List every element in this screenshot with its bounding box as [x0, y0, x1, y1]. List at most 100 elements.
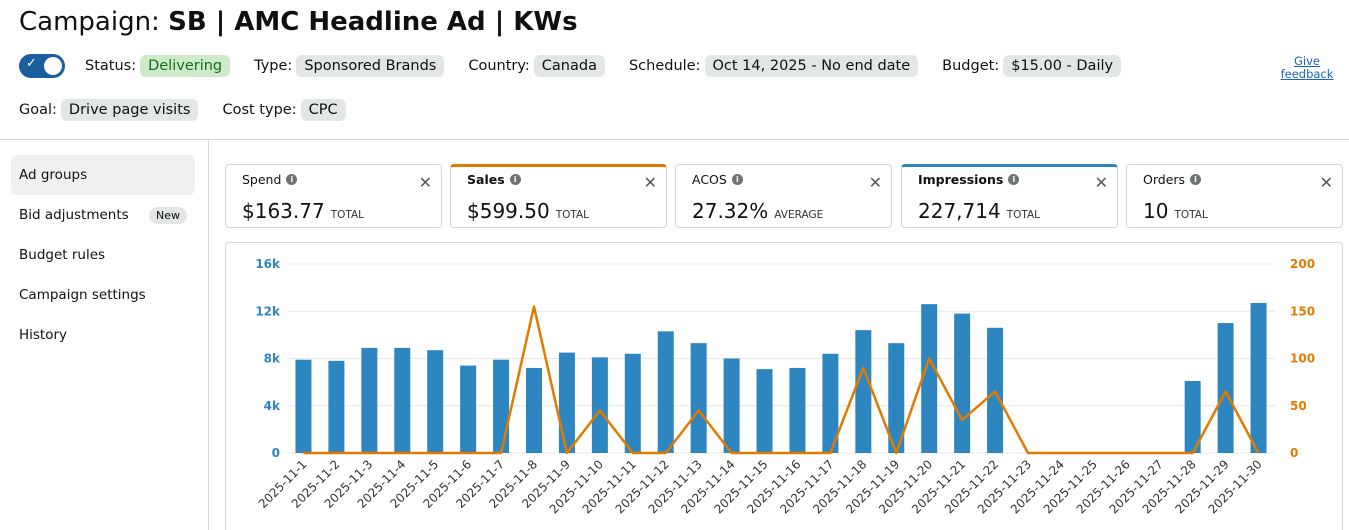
- new-badge: New: [149, 206, 187, 224]
- impressions-bar: [1217, 323, 1234, 453]
- schedule-label: Schedule:: [628, 58, 701, 74]
- metric-card-sales[interactable]: Sales i ✕ $599.50 TOTAL: [450, 164, 667, 228]
- impressions-bar: [954, 313, 971, 453]
- impressions-bar: [756, 369, 773, 453]
- info-icon[interactable]: i: [509, 174, 521, 185]
- sidebar-item-ad-groups[interactable]: Ad groups: [11, 155, 195, 195]
- impressions-bar: [361, 347, 378, 453]
- impressions-bar: [1250, 302, 1267, 453]
- goal-label: Goal:: [19, 102, 57, 118]
- metric-label: ACOS i: [692, 172, 743, 187]
- impressions-bar: [921, 304, 938, 453]
- impressions-bar: [558, 352, 575, 453]
- status-field: Status: Delivering: [85, 55, 231, 77]
- metric-label-text: Impressions: [918, 172, 1004, 187]
- metric-suffix: TOTAL: [555, 209, 590, 221]
- country-label: Country:: [468, 58, 530, 74]
- impressions-bar: [460, 365, 477, 453]
- metric-value-text: $599.50: [467, 199, 550, 223]
- metric-label-text: Sales: [467, 172, 505, 187]
- impressions-bar: [295, 359, 312, 453]
- metric-value-text: 227,714: [918, 199, 1001, 223]
- metric-value-text: 27.32%: [692, 199, 769, 223]
- campaign-toggle[interactable]: ✓: [19, 54, 65, 78]
- country-value: Canada: [533, 55, 605, 77]
- metric-value: 227,714 TOTAL: [918, 199, 1040, 223]
- impressions-bar: [624, 353, 641, 453]
- metric-value-text: 10: [1143, 199, 1169, 223]
- y-tick-label-right: 0: [1290, 446, 1298, 460]
- page-title: Campaign: SB | AMC Headline Ad | KWs: [19, 6, 578, 38]
- goal-value: Drive page visits: [60, 99, 199, 121]
- metric-label: Sales i: [467, 172, 521, 187]
- status-label: Status:: [85, 58, 137, 74]
- impressions-bar: [822, 353, 839, 453]
- info-icon[interactable]: i: [1008, 174, 1020, 185]
- type-field: Type: Sponsored Brands: [254, 55, 445, 77]
- chart-container: [225, 242, 1343, 530]
- metric-value: $599.50 TOTAL: [467, 199, 589, 223]
- close-icon[interactable]: ✕: [868, 173, 882, 192]
- info-icon[interactable]: i: [731, 174, 743, 185]
- metric-card-orders[interactable]: Orders i ✕ 10 TOTAL: [1126, 164, 1343, 228]
- metric-label-text: Spend: [242, 172, 282, 187]
- metric-card-impressions[interactable]: Impressions i ✕ 227,714 TOTAL: [901, 164, 1118, 228]
- impressions-bar: [657, 331, 674, 453]
- close-icon[interactable]: ✕: [418, 173, 432, 192]
- campaign-info-row: ✓ Status: Delivering Type: Sponsored Bra…: [19, 54, 1145, 78]
- sidebar-item-bid-adjustments[interactable]: Bid adjustments New: [11, 195, 195, 235]
- sidebar-item-history[interactable]: History: [11, 315, 195, 355]
- country-field: Country: Canada: [468, 55, 605, 77]
- impressions-bar: [493, 359, 510, 453]
- impressions-bar: [789, 367, 806, 453]
- schedule-field: Schedule: Oct 14, 2025 - No end date: [628, 55, 919, 77]
- y-tick-label-left: 16k: [255, 257, 281, 271]
- y-tick-label-left: 4k: [264, 399, 281, 413]
- close-icon[interactable]: ✕: [1094, 173, 1108, 192]
- campaign-name: SB | AMC Headline Ad | KWs: [168, 7, 578, 37]
- metric-label: Spend i: [242, 172, 298, 187]
- metric-label: Impressions i: [918, 172, 1020, 187]
- sidebar: Ad groups Bid adjustments New Budget rul…: [11, 155, 195, 355]
- toggle-knob: [44, 57, 62, 75]
- header-divider: [0, 139, 1349, 140]
- metric-suffix: TOTAL: [1006, 209, 1041, 221]
- sidebar-item-label: Budget rules: [19, 247, 106, 263]
- sidebar-item-label: History: [19, 327, 68, 343]
- budget-label: Budget:: [942, 58, 1000, 74]
- metric-label-text: Orders: [1143, 172, 1186, 187]
- sidebar-item-label: Bid adjustments: [19, 207, 129, 223]
- metric-card-spend[interactable]: Spend i ✕ $163.77 TOTAL: [225, 164, 442, 228]
- info-icon[interactable]: i: [1190, 174, 1202, 185]
- goal-field: Goal: Drive page visits: [19, 99, 199, 121]
- budget-value[interactable]: $15.00 - Daily: [1003, 55, 1122, 77]
- metric-card-acos[interactable]: ACOS i ✕ 27.32% AVERAGE: [675, 164, 892, 228]
- type-label: Type:: [254, 58, 293, 74]
- impressions-bar: [394, 347, 411, 453]
- impressions-bar: [855, 330, 872, 453]
- sidebar-item-campaign-settings[interactable]: Campaign settings: [11, 275, 195, 315]
- close-icon[interactable]: ✕: [1319, 173, 1333, 192]
- cost-type-field: Cost type: CPC: [222, 99, 346, 121]
- impressions-bar: [328, 360, 345, 453]
- check-icon: ✓: [26, 56, 37, 71]
- schedule-value[interactable]: Oct 14, 2025 - No end date: [704, 55, 919, 77]
- sidebar-item-budget-rules[interactable]: Budget rules: [11, 235, 195, 275]
- impressions-bar: [427, 350, 444, 453]
- metric-value-text: $163.77: [242, 199, 325, 223]
- give-feedback-link[interactable]: Give feedback: [1280, 54, 1334, 81]
- impressions-bar: [591, 357, 608, 453]
- type-value: Sponsored Brands: [296, 55, 445, 77]
- metric-suffix: TOTAL: [330, 209, 365, 221]
- impressions-bar: [1184, 380, 1201, 453]
- metric-value: 27.32% AVERAGE: [692, 199, 823, 223]
- cost-type-value: CPC: [300, 99, 346, 121]
- impressions-bar: [723, 358, 740, 453]
- y-tick-label-right: 50: [1290, 399, 1307, 413]
- info-icon[interactable]: i: [286, 174, 298, 185]
- y-tick-label-right: 200: [1290, 257, 1315, 271]
- close-icon[interactable]: ✕: [643, 173, 657, 192]
- metric-value: 10 TOTAL: [1143, 199, 1208, 223]
- y-tick-label-right: 100: [1290, 352, 1315, 366]
- y-tick-label-left: 8k: [264, 352, 281, 366]
